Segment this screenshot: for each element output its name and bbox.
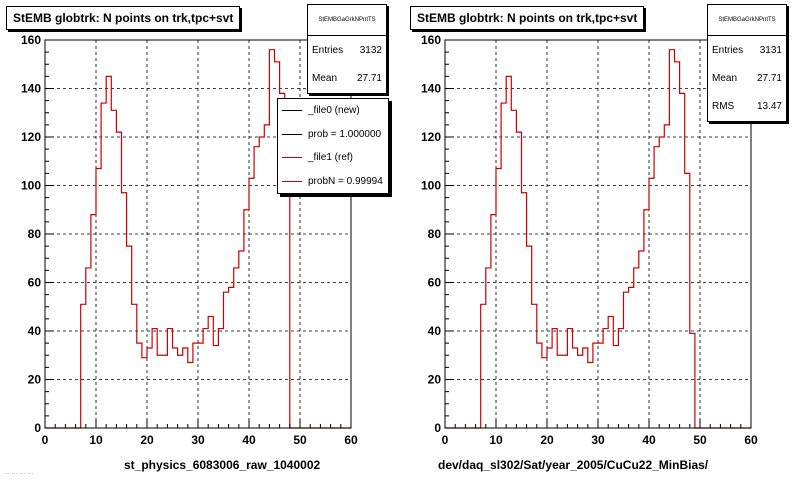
y-tick-label: 40	[428, 324, 442, 338]
stats-header: StEMBGaGrkNPntTS	[708, 5, 786, 36]
y-tick-label: 140	[421, 82, 441, 96]
y-tick-label: 100	[421, 179, 441, 193]
legend-swatch	[282, 180, 302, 182]
legend-item: _file1 (ref)	[278, 146, 388, 170]
stats-header: StEMBGaGrkNPntTS	[308, 5, 386, 36]
y-tick-label: 0	[34, 421, 41, 435]
legend-swatch	[282, 133, 302, 135]
chart-title-right-text: StEMB globtrk: N points on trk,tpc+svt	[417, 11, 638, 25]
x-tick-label: 20	[140, 433, 154, 447]
legend-label: probN = 0.99994	[308, 175, 383, 187]
y-tick-label: 0	[434, 421, 441, 435]
y-tick-label: 160	[21, 33, 41, 47]
y-tick-label: 140	[21, 82, 41, 96]
y-tick-label: 120	[21, 130, 41, 144]
stats-row-entries: Entries 3131	[708, 36, 786, 64]
histogram-left: 0 10 20 30 40 50 60 0 20 40 60 80 100 120 140 160	[21, 33, 358, 447]
stats-row-entries: Entries 3132	[308, 36, 386, 64]
y-tick-label: 20	[428, 373, 442, 387]
x-tick-label: 10	[489, 433, 503, 447]
histogram-line	[45, 49, 351, 429]
x-tick-label: 0	[42, 433, 49, 447]
stats-row-mean: Mean 27.71	[708, 64, 786, 92]
chart-title-right: StEMB globtrk: N points on trk,tpc+svt	[410, 6, 645, 30]
stats-label: RMS	[712, 100, 735, 112]
x-tick-label: 30	[191, 433, 205, 447]
x-axis-title-right: dev/daq_sl302/Sat/year_2005/CuCu22_MinBi…	[438, 458, 709, 472]
footer-text: ... ... ... ...	[4, 469, 34, 476]
histogram-line	[445, 49, 751, 429]
y-tick-label: 160	[421, 33, 441, 47]
legend-swatch	[282, 157, 302, 159]
legend-label: prob = 1.000000	[308, 128, 382, 140]
stats-value: 3131	[759, 44, 782, 56]
stats-label: Entries	[712, 44, 744, 56]
stats-box-right: StEMBGaGrkNPntTS Entries 3131 Mean 27.71…	[707, 4, 787, 122]
y-tick-label: 80	[28, 227, 42, 241]
legend-item: prob = 1.000000	[278, 123, 388, 147]
x-tick-label: 0	[442, 433, 449, 447]
x-tick-label: 60	[744, 433, 758, 447]
stats-label: Entries	[312, 44, 344, 56]
y-tick-label: 120	[421, 130, 441, 144]
stats-value: 13.47	[756, 100, 782, 112]
legend-box: _file0 (new) prob = 1.000000 _file1 (ref…	[277, 98, 389, 194]
x-tick-label: 50	[293, 433, 307, 447]
legend-swatch	[282, 110, 302, 112]
stats-value: 27.71	[356, 72, 382, 84]
legend-item: _file0 (new)	[278, 99, 388, 123]
y-tick-label: 100	[21, 179, 41, 193]
chart-title-left-text: StEMB globtrk: N points on trk,tpc+svt	[13, 11, 234, 25]
x-tick-label: 10	[89, 433, 103, 447]
x-tick-label: 60	[344, 433, 358, 447]
x-tick-label: 30	[591, 433, 605, 447]
y-tick-label: 20	[28, 373, 42, 387]
y-tick-label: 40	[28, 324, 42, 338]
x-tick-label: 50	[693, 433, 707, 447]
stats-value: 27.71	[756, 72, 782, 84]
stats-row-mean: Mean 27.71	[308, 64, 386, 92]
y-tick-label: 60	[28, 276, 42, 290]
x-tick-label: 20	[540, 433, 554, 447]
x-axis-title-left: st_physics_6083006_raw_1040002	[124, 458, 321, 472]
chart-title-left: StEMB globtrk: N points on trk,tpc+svt	[6, 6, 241, 30]
y-tick-label: 60	[428, 276, 442, 290]
stats-box-left: StEMBGaGrkNPntTS Entries 3132 Mean 27.71	[307, 4, 387, 94]
x-tick-label: 40	[642, 433, 656, 447]
histogram-right: 0 10 20 30 40 50 60 0 20 40 60 80 100 120 140 160	[421, 33, 758, 447]
legend-label: _file1 (ref)	[308, 152, 354, 164]
stats-label: Mean	[312, 72, 338, 84]
legend-item: probN = 0.99994	[278, 170, 388, 194]
stats-row-rms: RMS 13.47	[708, 92, 786, 120]
stats-label: Mean	[712, 72, 738, 84]
stats-value: 3132	[359, 44, 382, 56]
x-tick-label: 40	[242, 433, 256, 447]
legend-label: _file0 (new)	[308, 105, 360, 117]
y-tick-label: 80	[428, 227, 442, 241]
